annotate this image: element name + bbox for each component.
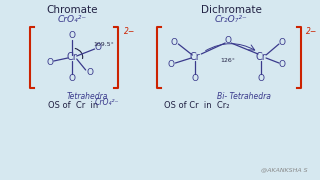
Text: O: O (94, 42, 101, 51)
Text: 2−: 2− (306, 26, 317, 35)
Text: 126°: 126° (221, 57, 236, 62)
Text: Tetrahedra: Tetrahedra (67, 91, 108, 100)
Text: O: O (225, 35, 232, 44)
Text: O: O (168, 60, 175, 69)
Text: O: O (68, 30, 75, 39)
Text: Cr: Cr (256, 52, 267, 62)
Text: Cr: Cr (66, 52, 77, 62)
Text: O: O (278, 60, 285, 69)
Text: OS of Cr  in  Cr₂: OS of Cr in Cr₂ (164, 100, 230, 109)
Text: Dichromate: Dichromate (201, 5, 261, 15)
Text: O: O (258, 73, 265, 82)
Text: O: O (171, 37, 178, 46)
Text: 109.5°: 109.5° (94, 42, 115, 46)
Text: CrO₄²⁻: CrO₄²⁻ (95, 98, 119, 107)
Text: O: O (46, 57, 53, 66)
Text: OS of  Cr  in: OS of Cr in (48, 100, 98, 109)
Text: O: O (278, 37, 285, 46)
Text: Bi- Tetrahedra: Bi- Tetrahedra (217, 91, 271, 100)
Text: O: O (192, 73, 199, 82)
Text: Cr: Cr (190, 52, 201, 62)
Text: 2−: 2− (124, 26, 135, 35)
Text: O: O (68, 73, 75, 82)
Text: CrO₄²⁻: CrO₄²⁻ (57, 15, 86, 24)
Text: Cr₂O₇²⁻: Cr₂O₇²⁻ (215, 15, 248, 24)
Text: @AKANKSHA S: @AKANKSHA S (261, 168, 307, 172)
Text: O: O (86, 68, 93, 76)
Text: Chromate: Chromate (46, 5, 98, 15)
